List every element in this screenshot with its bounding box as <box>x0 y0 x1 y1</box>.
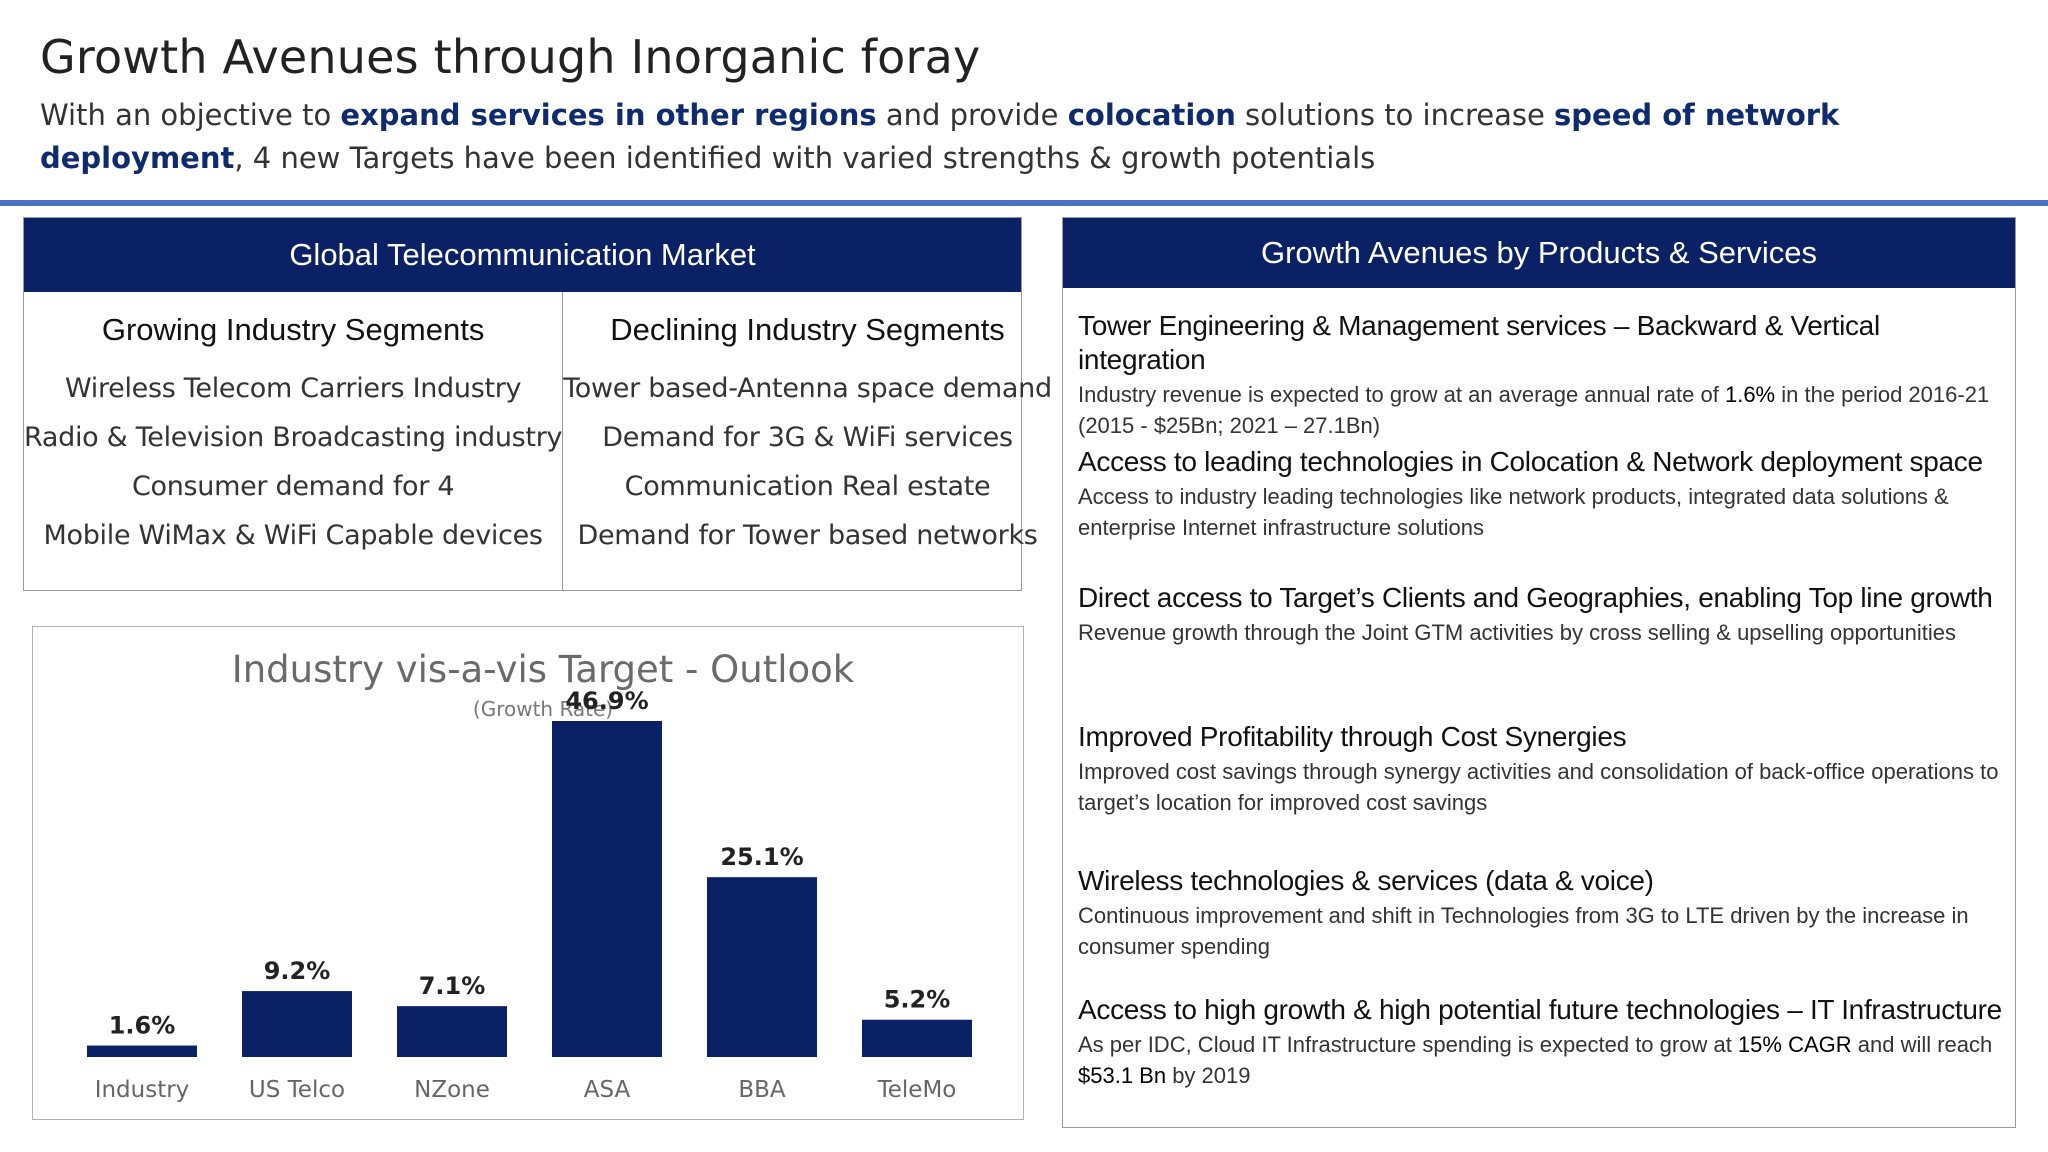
avenue-item: Tower Engineering & Management services … <box>1078 309 2003 441</box>
avenue-desc-text: Industry revenue is expected to grow at … <box>1078 382 1725 407</box>
growing-segments-heading: Growing Industry Segments <box>101 312 485 347</box>
declining-segment-item: Demand for 3G & WiFi services <box>602 422 1013 453</box>
avenue-title: Access to leading technologies in Coloca… <box>1078 446 1983 477</box>
avenue-description: Revenue growth through the Joint GTM act… <box>1078 617 2003 648</box>
bar-data-label: 46.9% <box>565 687 648 715</box>
declining-segments-column: Declining Industry Segments Tower based-… <box>562 292 1052 590</box>
avenue-item: Improved Profitability through Cost Syne… <box>1078 720 2003 818</box>
growing-segments-column: Growing Industry Segments Wireless Telec… <box>24 292 563 590</box>
market-panel: Global Telecommunication Market Growing … <box>23 217 1052 591</box>
bar-data-label: 25.1% <box>720 843 803 871</box>
x-tick-label: Industry <box>95 1077 190 1103</box>
growing-segment-item: Radio & Television Broadcasting industry <box>24 422 563 453</box>
growth-panel-title: Growth Avenues by Products & Services <box>1063 218 2015 288</box>
avenue-desc-text: by 2019 <box>1166 1063 1251 1088</box>
chart-subtitle: (Growth Rate) <box>473 697 613 721</box>
subtitle-text: , 4 new Targets have been identified wit… <box>234 141 1376 175</box>
header-divider <box>0 200 2048 206</box>
avenue-desc-highlight: 15% CAGR <box>1737 1032 1852 1057</box>
x-tick-label: ASA <box>584 1077 631 1103</box>
subtitle-text: solutions to increase <box>1235 98 1555 132</box>
avenue-desc-text: Access to industry leading technologies … <box>1078 484 1949 540</box>
avenue-desc-highlight: 1.6% <box>1724 382 1776 407</box>
subtitle-highlight: speed of network deployment <box>40 98 1840 175</box>
declining-segment-item: Communication Real estate <box>624 471 991 502</box>
bar-data-label: 9.2% <box>264 957 331 985</box>
growing-segment-item: Mobile WiMax & WiFi Capable devices <box>43 520 543 551</box>
avenue-description: Industry revenue is expected to grow at … <box>1078 379 2003 441</box>
avenue-desc-text: Continuous improvement and shift in Tech… <box>1078 903 1969 959</box>
bar-nzone <box>397 1006 507 1057</box>
declining-segment-item: Tower based-Antenna space demand <box>563 373 1052 404</box>
bar-data-label: 1.6% <box>109 1012 176 1040</box>
avenue-title: Access to high growth & high potential f… <box>1078 994 2002 1025</box>
bar-us-telco <box>242 991 352 1057</box>
avenue-title: Tower Engineering & Management services … <box>1078 310 1880 375</box>
market-panel-title: Global Telecommunication Market <box>24 218 1021 292</box>
avenue-desc-text: As per IDC, Cloud IT Infrastructure spen… <box>1078 1032 1738 1057</box>
bar-bba <box>707 877 817 1057</box>
declining-segment-item: Demand for Tower based networks <box>577 520 1038 551</box>
avenue-desc-text: Improved cost savings through synergy ac… <box>1078 759 1999 815</box>
avenue-desc-text: Revenue growth through the Joint GTM act… <box>1078 620 1957 645</box>
growth-avenues-panel: Growth Avenues by Products & Services To… <box>1062 217 2016 1128</box>
subtitle-text: With an objective to <box>40 98 341 132</box>
avenue-desc-highlight: $53.1 Bn <box>1078 1063 1167 1088</box>
page-subtitle: With an objective to expand services in … <box>40 94 2020 180</box>
page-title: Growth Avenues through Inorganic foray <box>40 30 981 84</box>
avenue-desc-text: and will reach <box>1851 1032 1993 1057</box>
avenue-item: Access to high growth & high potential f… <box>1078 993 2003 1091</box>
subtitle-highlight: expand services in other regions <box>340 98 877 132</box>
avenue-title: Improved Profitability through Cost Syne… <box>1078 721 1627 752</box>
x-tick-label: NZone <box>414 1077 490 1103</box>
outlook-chart: Industry vis-a-vis Target - Outlook (Gro… <box>32 626 1024 1120</box>
subtitle-highlight: colocation <box>1067 98 1236 132</box>
x-tick-label: US Telco <box>249 1077 345 1103</box>
segments-table: Growing Industry Segments Wireless Telec… <box>24 292 1052 590</box>
avenue-description: As per IDC, Cloud IT Infrastructure spen… <box>1078 1029 2003 1091</box>
bar-industry <box>87 1045 197 1057</box>
subtitle-text: and provide <box>876 98 1068 132</box>
bar-asa <box>552 721 662 1057</box>
bar-telemo <box>862 1019 972 1057</box>
avenue-desc-text: in the period 2016-21 (2015 - $25Bn; 202… <box>1078 382 1990 438</box>
growing-segment-item: Consumer demand for 4 <box>131 471 455 502</box>
avenue-item: Access to leading technologies in Coloca… <box>1078 445 2003 543</box>
avenue-title: Direct access to Target’s Clients and Ge… <box>1078 582 1993 613</box>
bar-data-label: 7.1% <box>419 972 486 1000</box>
avenue-item: Wireless technologies & services (data &… <box>1078 864 2003 962</box>
declining-segments-heading: Declining Industry Segments <box>610 312 1005 347</box>
avenue-description: Access to industry leading technologies … <box>1078 481 2003 543</box>
bar-data-label: 5.2% <box>884 986 951 1014</box>
growing-segment-item: Wireless Telecom Carriers Industry <box>64 373 522 404</box>
avenue-item: Direct access to Target’s Clients and Ge… <box>1078 581 2003 648</box>
avenue-title: Wireless technologies & services (data &… <box>1078 865 1654 896</box>
outlook-chart-svg: Industry vis-a-vis Target - Outlook (Gro… <box>87 648 972 1103</box>
avenue-description: Continuous improvement and shift in Tech… <box>1078 900 2003 962</box>
x-tick-label: TeleMo <box>877 1077 957 1103</box>
chart-title: Industry vis-a-vis Target - Outlook <box>232 648 855 691</box>
avenue-description: Improved cost savings through synergy ac… <box>1078 756 2003 818</box>
x-tick-label: BBA <box>738 1077 786 1103</box>
